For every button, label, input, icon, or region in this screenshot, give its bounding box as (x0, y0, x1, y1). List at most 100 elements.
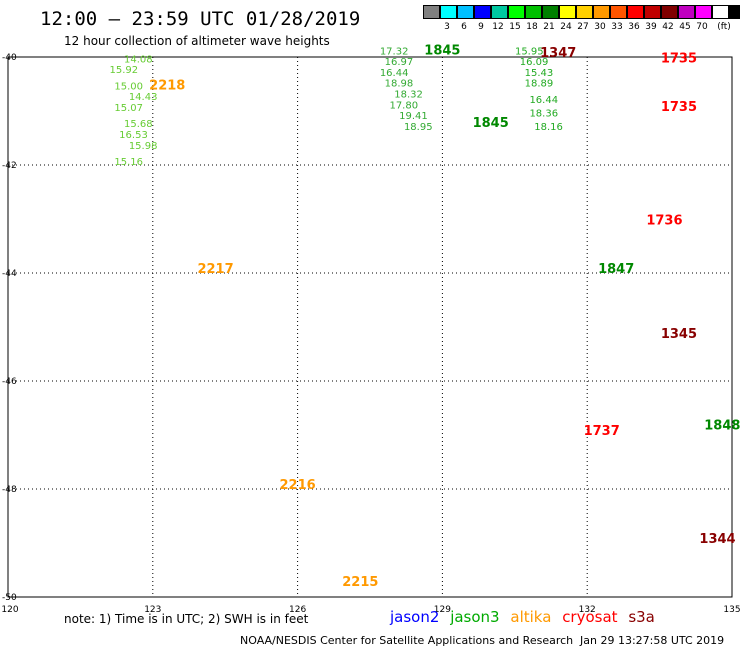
wave-height-value: 15.43 (525, 68, 554, 79)
y-tick-label: -48 (2, 485, 17, 495)
pass-time-label: 1735 (661, 51, 697, 66)
scale-label: 39 (645, 22, 657, 32)
x-tick-label: 123 (144, 605, 161, 615)
wave-height-value: 18.36 (529, 108, 558, 119)
wave-height-value: 15.07 (114, 103, 143, 114)
pass-time-label: 1845 (473, 116, 509, 131)
wave-height-value: 16.97 (385, 57, 414, 68)
wave-height-value: 18.89 (525, 79, 554, 90)
scale-label: 33 (611, 22, 623, 32)
scale-swatch (712, 5, 729, 19)
wave-height-value: 15.00 (114, 81, 143, 92)
legend-s3a: s3a (628, 608, 655, 626)
pass-time-label: 1345 (661, 327, 697, 342)
map-title: 12:00 – 23:59 UTC 01/28/2019 (40, 8, 361, 30)
pass-time-label: 2217 (197, 262, 233, 277)
x-tick-label: 132 (579, 605, 596, 615)
scale-swatch (508, 5, 525, 19)
wave-height-value: 19.41 (399, 111, 428, 122)
map-grid (7, 56, 733, 598)
x-tick-label: 135 (723, 605, 740, 615)
scale-swatch (525, 5, 542, 19)
scale-label: 18 (526, 22, 538, 32)
legend-jason2: jason2 (390, 608, 440, 626)
scale-swatch (729, 5, 740, 19)
scale-label: 21 (543, 22, 555, 32)
wave-height-value: 14.43 (129, 92, 158, 103)
scale-swatch (695, 5, 712, 19)
wave-height-value: 16.09 (520, 57, 549, 68)
scale-swatch (576, 5, 593, 19)
timestamp: Jan 29 13:27:58 UTC 2019 (580, 634, 725, 647)
pass-time-label: 1737 (584, 424, 620, 439)
wave-height-value: 15.16 (114, 157, 143, 168)
scale-swatch (491, 5, 508, 19)
y-tick-label: -42 (2, 161, 17, 171)
scale-swatch (610, 5, 627, 19)
wave-height-value: 15.95 (515, 46, 544, 57)
pass-time-label: 1845 (424, 43, 460, 58)
scale-swatch (627, 5, 644, 19)
y-tick-label: -40 (2, 53, 17, 63)
pass-time-label: 1344 (699, 532, 735, 547)
legend-jason3: jason3 (450, 608, 500, 626)
scale-label: 36 (628, 22, 640, 32)
satellite-legend: jason2 jason3 altika cryosat s3a (390, 608, 655, 626)
pass-time-label: 1848 (704, 419, 740, 434)
credits: NOAA/NESDIS Center for Satellite Applica… (240, 634, 574, 647)
wave-height-value: 15.92 (110, 65, 139, 76)
scale-swatch (542, 5, 559, 19)
pass-time-label: 1847 (598, 262, 634, 277)
pass-time-label: 1347 (540, 46, 576, 61)
scale-swatch (440, 5, 457, 19)
map-frame (7, 56, 733, 598)
scale-swatch (678, 5, 695, 19)
scale-label: 15 (509, 22, 521, 32)
pass-time-label: 2216 (280, 478, 316, 493)
scale-label: 12 (492, 22, 504, 32)
scale-label: 24 (560, 22, 572, 32)
pass-time-label: 2215 (342, 575, 378, 590)
scale-label: 70 (696, 22, 708, 32)
wave-height-value: 14.08 (124, 54, 153, 65)
wave-height-value: 16.44 (529, 95, 558, 106)
time-labels: 2218 1845 1845 1347 1735 1735 1736 2217 1847 1345… (149, 43, 740, 590)
wave-height-value: 18.16 (534, 122, 563, 133)
scale-swatch (593, 5, 610, 19)
scale-label: 9 (478, 22, 484, 32)
wave-height-value: 16.53 (119, 130, 148, 141)
scale-swatch (644, 5, 661, 19)
wave-height-value: 18.32 (394, 90, 423, 101)
wave-height-value: 15.68 (124, 119, 153, 130)
legend-altika: altika (510, 608, 552, 626)
x-tick-label: 126 (289, 605, 306, 615)
scale-label: 6 (461, 22, 467, 32)
scale-swatch (457, 5, 474, 19)
scale-label: 3 (444, 22, 450, 32)
pass-time-label: 2218 (149, 78, 185, 93)
y-tick-label: -50 (2, 593, 17, 603)
scale-swatch (559, 5, 576, 19)
pass-time-label: 1735 (661, 100, 697, 115)
scale-label: 27 (577, 22, 589, 32)
scale-swatch (474, 5, 491, 19)
map-subtitle: 12 hour collection of altimeter wave hei… (64, 34, 330, 48)
wave-height-value: 16.44 (380, 68, 409, 79)
wave-height-value: 17.32 (380, 46, 409, 57)
wave-height-value: 18.95 (404, 122, 433, 133)
x-tick-label: 129 (434, 605, 451, 615)
scale-swatch (423, 5, 440, 19)
pass-time-label: 1736 (646, 213, 682, 228)
scale-label: 45 (679, 22, 691, 32)
wave-height-value: 17.80 (389, 100, 418, 111)
x-tick-label: 120 (1, 605, 18, 615)
y-tick-label: -44 (2, 269, 17, 279)
scale-swatch (661, 5, 678, 19)
wave-height-value: 18.98 (385, 79, 414, 90)
scale-unit: (ft) (717, 22, 731, 32)
map-axes: 120 123 126 129 132 135 -40 -42 -44 -46 -48 -50 (1, 53, 740, 615)
y-tick-label: -46 (2, 377, 17, 387)
scale-label: 30 (594, 22, 606, 32)
